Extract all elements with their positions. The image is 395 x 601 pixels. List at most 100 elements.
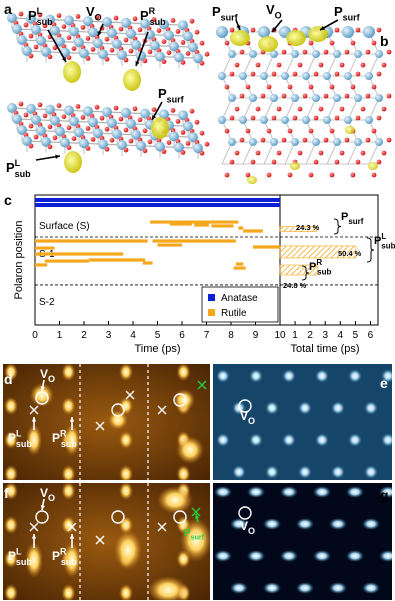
ti-atom (270, 50, 278, 58)
ti-atom (64, 105, 74, 116)
label-sub: O (248, 526, 255, 536)
stm-spot (362, 582, 380, 594)
ti-atom (228, 94, 236, 102)
x-tick-label: 10 (274, 330, 286, 341)
bond (305, 53, 317, 77)
stm-spot (249, 433, 263, 447)
ti-atom (291, 138, 299, 146)
o-atom (302, 93, 308, 99)
o-atom (339, 62, 345, 68)
o-atom (90, 137, 96, 142)
ti-atom (41, 136, 51, 147)
label-sub: sub (61, 439, 78, 449)
ti-atom (50, 25, 60, 36)
ti-atom (228, 138, 236, 146)
label: PL sub (6, 158, 31, 179)
ti-atom (333, 94, 341, 102)
brace (301, 265, 310, 281)
o-atom (350, 172, 356, 178)
o-atom (180, 60, 186, 65)
stm-spot (4, 483, 18, 500)
o-atom (156, 28, 162, 33)
panel-letter: a (4, 1, 12, 17)
ti-atom (74, 127, 84, 138)
label-base: P (28, 8, 37, 23)
ti-atom (31, 114, 41, 125)
o-atom (323, 137, 329, 143)
ti-atom (55, 126, 65, 137)
label-sub: surf (348, 217, 363, 226)
x2-tick-label: 1 (292, 330, 298, 341)
o-atom (308, 128, 314, 134)
o-atom (344, 137, 350, 143)
polaron-density (345, 126, 355, 134)
ti-atom (69, 26, 79, 37)
stm-spot (381, 433, 392, 447)
label-sup: L (381, 232, 386, 241)
bond (368, 141, 380, 165)
bond (221, 97, 233, 121)
stm-spot (30, 383, 54, 407)
ti-atom (69, 116, 79, 127)
total-time-label: 24.8 % (283, 281, 307, 290)
o-atom (224, 84, 230, 90)
stm-spot (64, 424, 80, 456)
stm-spot (180, 518, 210, 562)
o-atom (75, 104, 81, 109)
stm-spot (263, 582, 281, 594)
arrow-head (97, 31, 102, 36)
stm-background (213, 364, 392, 480)
o-atom (329, 84, 335, 90)
o-atom (113, 105, 119, 111)
o-atom (170, 18, 176, 23)
ti-atom (354, 94, 362, 102)
label-base: V (40, 486, 48, 500)
o-atom (350, 40, 356, 46)
ti-atom (164, 30, 174, 41)
ti-atom (121, 17, 131, 28)
ti-atom (216, 26, 228, 38)
ti-atom (83, 16, 93, 27)
vacancy-marker (173, 510, 187, 524)
ti-atom (12, 114, 22, 124)
stm-panels (3, 364, 392, 600)
stm-spot (381, 369, 392, 383)
label-base: P (52, 549, 60, 563)
o-atom (239, 49, 245, 55)
ti-atom (22, 136, 32, 146)
o-atom (313, 115, 319, 121)
label: VO (240, 409, 255, 426)
o-atom (281, 137, 287, 143)
structure-panels (7, 11, 392, 184)
timeline-chart: Surface (S)S-1S-2012345678910123456Time … (13, 194, 395, 355)
ti-atom (363, 26, 375, 38)
o-atom (250, 27, 256, 33)
stm-spot (282, 433, 296, 447)
ti-atom (131, 129, 141, 140)
o-atom (255, 62, 261, 68)
stm-spot (176, 436, 204, 464)
o-atom (147, 49, 153, 55)
arrow-head (69, 534, 75, 539)
o-atom (18, 101, 24, 107)
ti-atom (50, 115, 60, 126)
o-atom (80, 25, 86, 30)
stm-spot (313, 486, 331, 498)
x2-axis-label: Total time (ps) (290, 343, 359, 355)
o-atom (28, 33, 34, 39)
bond (326, 53, 338, 77)
ti-atom (150, 40, 160, 51)
stm-spot (119, 465, 133, 480)
label: PL sub (8, 429, 32, 449)
ti-atom (88, 27, 98, 38)
ti-atom (218, 72, 226, 80)
o-atom (266, 84, 272, 90)
stm-spot (296, 582, 314, 594)
ti-atom (98, 49, 108, 60)
bond (221, 141, 233, 165)
ti-atom (88, 117, 98, 128)
o-atom (33, 134, 39, 140)
o-atom (204, 51, 210, 57)
